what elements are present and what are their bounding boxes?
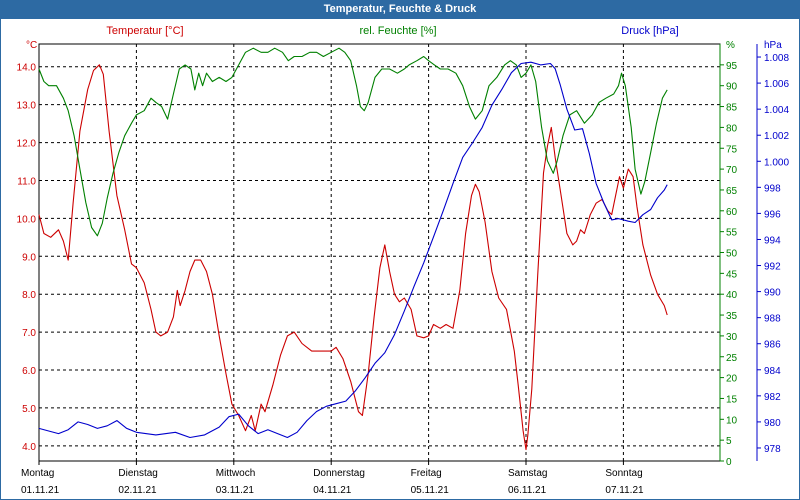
- x-tick-date-label: 06.11.21: [508, 485, 547, 496]
- x-tick-date-label: 07.11.21: [605, 485, 644, 496]
- x-tick-day-label: Freitag: [411, 468, 442, 479]
- x-tick-date-label: 04.11.21: [313, 485, 352, 496]
- pressure-unit-label: hPa: [764, 40, 782, 51]
- x-tick-day-label: Samstag: [508, 468, 547, 479]
- humidity-tick-label: 85: [726, 103, 738, 114]
- x-tick-day-label: Sonntag: [605, 468, 642, 479]
- humidity-tick-label: 70: [726, 165, 738, 176]
- humidity-tick-label: 80: [726, 123, 738, 134]
- pressure-tick-label: 978: [764, 444, 781, 455]
- humidity-tick-label: 60: [726, 207, 738, 218]
- temperature-tick-label: 14.0: [17, 63, 37, 74]
- temperature-tick-label: 9.0: [22, 252, 36, 263]
- humidity-tick-label: 50: [726, 249, 738, 260]
- temperature-tick-label: 10.0: [17, 214, 37, 225]
- temperature-tick-label: 12.0: [17, 139, 37, 150]
- pressure-series-line: [38, 61, 668, 439]
- x-tick-day-label: Dienstag: [118, 468, 157, 479]
- temperature-tick-label: 6.0: [22, 366, 36, 377]
- humidity-tick-label: 0: [726, 457, 732, 468]
- pressure-tick-label: 986: [764, 340, 781, 351]
- humidity-tick-label: 25: [726, 353, 738, 364]
- pressure-tick-label: 1.000: [764, 157, 789, 168]
- x-tick-day-label: Montag: [21, 468, 54, 479]
- temperature-tick-label: 13.0: [17, 101, 37, 112]
- humidity-axis-title: rel. Feuchte [%]: [359, 25, 436, 37]
- pressure-tick-label: 1.008: [764, 53, 789, 64]
- pressure-tick-label: 984: [764, 366, 781, 377]
- humidity-tick-label: 40: [726, 290, 738, 301]
- temperature-tick-label: 8.0: [22, 290, 36, 301]
- pressure-tick-label: 1.006: [764, 79, 789, 90]
- pressure-tick-label: 1.002: [764, 131, 789, 142]
- humidity-tick-label: 75: [726, 144, 738, 155]
- humidity-tick-label: 35: [726, 311, 738, 322]
- temperature-series-line: [38, 64, 668, 451]
- chart-title: Temperatur, Feuchte & Druck: [0, 0, 800, 19]
- temperature-unit-label: °C: [26, 40, 37, 51]
- pressure-tick-label: 988: [764, 314, 781, 325]
- humidity-tick-label: 95: [726, 61, 738, 72]
- x-tick-day-label: Donnerstag: [313, 468, 365, 479]
- humidity-unit-label: %: [726, 40, 735, 51]
- humidity-series-line: [38, 47, 668, 237]
- x-tick-date-label: 01.11.21: [21, 485, 60, 496]
- humidity-tick-label: 65: [726, 186, 738, 197]
- humidity-tick-label: 30: [726, 332, 738, 343]
- pressure-tick-label: 980: [764, 418, 781, 429]
- humidity-tick-label: 15: [726, 394, 738, 405]
- x-tick-date-label: 03.11.21: [216, 485, 255, 496]
- pressure-tick-label: 982: [764, 392, 781, 403]
- plot-area: [38, 43, 721, 462]
- pressure-tick-label: 1.004: [764, 105, 789, 116]
- pressure-tick-label: 994: [764, 235, 781, 246]
- pressure-tick-label: 996: [764, 209, 781, 220]
- humidity-tick-label: 45: [726, 269, 738, 280]
- x-tick-date-label: 02.11.21: [118, 485, 157, 496]
- temperature-axis-title: Temperatur [°C]: [106, 25, 183, 37]
- humidity-tick-label: 55: [726, 228, 738, 239]
- temperature-tick-label: 5.0: [22, 404, 36, 415]
- pressure-tick-label: 990: [764, 288, 781, 299]
- temperature-tick-label: 11.0: [17, 176, 36, 187]
- pressure-tick-label: 998: [764, 183, 781, 194]
- humidity-tick-label: 5: [726, 436, 732, 447]
- pressure-tick-label: 992: [764, 262, 781, 273]
- humidity-tick-label: 10: [726, 415, 738, 426]
- humidity-tick-label: 90: [726, 82, 738, 93]
- pressure-axis-title: Druck [hPa]: [621, 25, 678, 37]
- x-tick-date-label: 05.11.21: [411, 485, 450, 496]
- temperature-tick-label: 7.0: [22, 328, 36, 339]
- x-tick-day-label: Mittwoch: [216, 468, 255, 479]
- humidity-tick-label: 20: [726, 374, 738, 385]
- temperature-tick-label: 4.0: [22, 442, 36, 453]
